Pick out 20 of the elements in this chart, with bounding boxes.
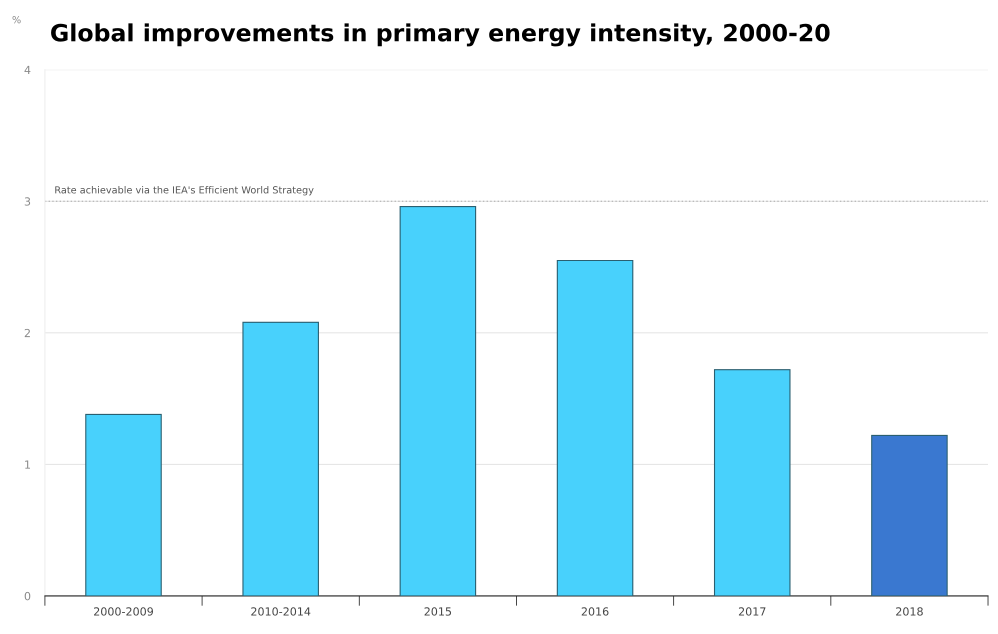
y-tick-label: 4 xyxy=(24,66,30,74)
x-tick-label: 2016 xyxy=(582,607,608,616)
bar xyxy=(85,414,162,596)
y-tick-label: 2 xyxy=(24,328,30,338)
y-axis-title: % xyxy=(12,16,21,24)
x-tick-label: 2017 xyxy=(738,607,766,616)
bar xyxy=(714,369,791,596)
ref-line-label: Rate achievable via the IEA's Efficient World Strategy xyxy=(55,186,314,196)
bar xyxy=(242,322,319,596)
x-tick-label: 2000-2009 xyxy=(94,607,154,616)
chart-title: Global improvements in primary energy intensity, 2000-20 xyxy=(51,23,830,46)
bar xyxy=(556,260,634,596)
y-tick-label: 3 xyxy=(24,197,30,206)
bar xyxy=(871,434,948,596)
y-tick-label: 1 xyxy=(25,460,30,469)
bar xyxy=(400,206,476,596)
x-tick-label: 2018 xyxy=(896,607,923,616)
x-tick-label: 2010-2014 xyxy=(251,607,310,616)
y-tick-label: 0 xyxy=(24,592,30,600)
x-tick-label: 2015 xyxy=(424,607,452,616)
